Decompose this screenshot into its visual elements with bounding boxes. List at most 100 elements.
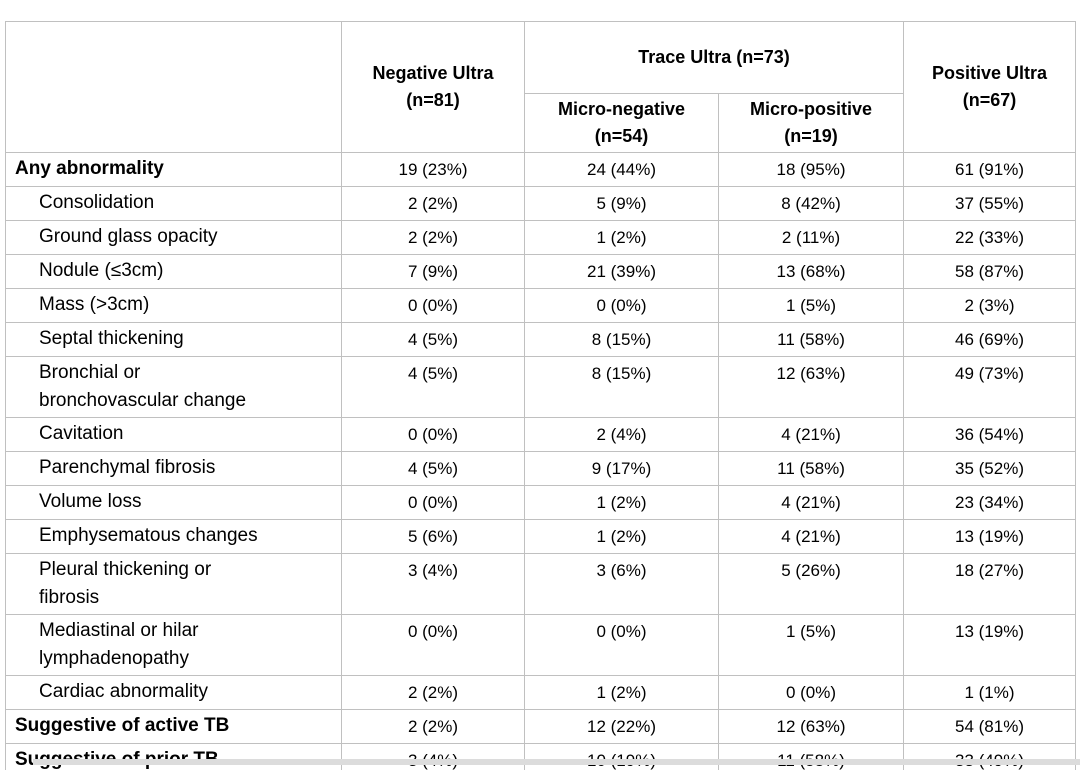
value-cell: 1 (2%) <box>524 519 719 554</box>
value-cell: 19 (23%) <box>341 152 525 187</box>
value-cell: 2 (4%) <box>524 417 719 452</box>
value-cell: 1 (1%) <box>903 675 1077 710</box>
header-row-groups: Negative Ultra (n=81) Trace Ultra (n=73)… <box>5 21 1077 153</box>
value-cell: 13 (19%) <box>903 519 1077 554</box>
value-cell: 4 (5%) <box>341 451 525 486</box>
value-cell: 10 (19%) <box>524 743 719 770</box>
value-cell: 0 (0%) <box>524 288 719 323</box>
value-cell: 12 (63%) <box>717 356 905 418</box>
value-cell: 4 (21%) <box>717 485 905 520</box>
table-row: Volume loss 0 (0%) 1 (2%) 4 (21%) 23 (34%) <box>5 485 1077 520</box>
value-cell: 33 (49%) <box>903 743 1077 770</box>
row-label: Pleural thickening or fibrosis <box>5 553 342 615</box>
value-cell: 54 (81%) <box>903 709 1077 744</box>
value-cell: 3 (6%) <box>524 553 719 615</box>
value-cell: 0 (0%) <box>524 614 719 676</box>
table-row: Nodule (≤3cm) 7 (9%) 21 (39%) 13 (68%) 58 (8… <box>5 254 1077 289</box>
row-label: Cardiac abnormality <box>5 675 342 710</box>
column-header-micro-negative: Micro-negative (n=54) <box>524 93 719 153</box>
row-label: Consolidation <box>5 186 342 221</box>
table-header: Negative Ultra (n=81) Trace Ultra (n=73)… <box>5 21 1077 153</box>
table-body: Any abnormality 19 (23%) 24 (44%) 18 (95%) 6… <box>5 152 1077 770</box>
value-cell: 1 (2%) <box>524 220 719 255</box>
column-header-positive-ultra: Positive Ultra (n=67) <box>903 21 1077 153</box>
table-row: Mass (>3cm) 0 (0%) 0 (0%) 1 (5%) 2 (3%) <box>5 288 1077 323</box>
value-cell: 36 (54%) <box>903 417 1077 452</box>
value-cell: 1 (5%) <box>717 614 905 676</box>
value-cell: 4 (21%) <box>717 519 905 554</box>
value-cell: 0 (0%) <box>341 485 525 520</box>
table-row: Suggestive of active TB 2 (2%) 12 (22%) 12 … <box>5 709 1077 744</box>
value-cell: 4 (5%) <box>341 322 525 357</box>
table-row: Mediastinal or hilar lymphadenopathy 0 (0… <box>5 614 1077 676</box>
value-cell: 2 (2%) <box>341 186 525 221</box>
value-cell: 21 (39%) <box>524 254 719 289</box>
value-cell: 8 (15%) <box>524 322 719 357</box>
value-cell: 0 (0%) <box>341 614 525 676</box>
table-row: Pleural thickening or fibrosis 3 (4%) 3 (6… <box>5 553 1077 615</box>
value-cell: 5 (26%) <box>717 553 905 615</box>
value-cell: 0 (0%) <box>341 417 525 452</box>
value-cell: 5 (9%) <box>524 186 719 221</box>
table-row: Cardiac abnormality 2 (2%) 1 (2%) 0 (0%) 1 (… <box>5 675 1077 710</box>
table-row: Cavitation 0 (0%) 2 (4%) 4 (21%) 36 (54%) <box>5 417 1077 452</box>
value-cell: 7 (9%) <box>341 254 525 289</box>
value-cell: 46 (69%) <box>903 322 1077 357</box>
value-cell: 11 (58%) <box>717 451 905 486</box>
ct-findings-table: Negative Ultra (n=81) Trace Ultra (n=73)… <box>5 21 1077 770</box>
value-cell: 2 (11%) <box>717 220 905 255</box>
row-label: Nodule (≤3cm) <box>5 254 342 289</box>
row-label: Cavitation <box>5 417 342 452</box>
value-cell: 2 (2%) <box>341 220 525 255</box>
value-cell: 2 (2%) <box>341 709 525 744</box>
table-row: Ground glass opacity 2 (2%) 1 (2%) 2 (11%) 2… <box>5 220 1077 255</box>
value-cell: 61 (91%) <box>903 152 1077 187</box>
value-cell: 5 (6%) <box>341 519 525 554</box>
table-row: Suggestive of prior TB3 (4%)10 (19%)11 (… <box>5 743 1077 770</box>
value-cell: 35 (52%) <box>903 451 1077 486</box>
value-cell: 58 (87%) <box>903 254 1077 289</box>
value-cell: 22 (33%) <box>903 220 1077 255</box>
value-cell: 2 (2%) <box>341 675 525 710</box>
column-header-micro-positive: Micro-positive (n=19) <box>717 93 905 153</box>
value-cell: 12 (63%) <box>717 709 905 744</box>
row-label: Bronchial or bronchovascular change <box>5 356 342 418</box>
row-label: Mass (>3cm) <box>5 288 342 323</box>
header-row-subgroups: Micro-negative (n=54) Micro-positive (n=… <box>6 93 1076 153</box>
row-label: Septal thickening <box>5 322 342 357</box>
value-cell: 23 (34%) <box>903 485 1077 520</box>
value-cell: 1 (2%) <box>524 675 719 710</box>
value-cell: 13 (68%) <box>717 254 905 289</box>
value-cell: 18 (27%) <box>903 553 1077 615</box>
table-row: Bronchial or bronchovascular change 4 (5%… <box>5 356 1077 418</box>
table-row: Emphysematous changes 5 (6%) 1 (2%) 4 (21%)… <box>5 519 1077 554</box>
value-cell: 8 (15%) <box>524 356 719 418</box>
value-cell: 11 (58%) <box>717 743 905 770</box>
column-header-negative-ultra: Negative Ultra (n=81) <box>341 21 525 153</box>
value-cell: 0 (0%) <box>717 675 905 710</box>
corner-cell <box>5 21 342 153</box>
value-cell: 12 (22%) <box>524 709 719 744</box>
table-row: Septal thickening 4 (5%) 8 (15%) 11 (58%) 46… <box>5 322 1077 357</box>
value-cell: 0 (0%) <box>341 288 525 323</box>
value-cell: 8 (42%) <box>717 186 905 221</box>
value-cell: 9 (17%) <box>524 451 719 486</box>
row-label: Volume loss <box>5 485 342 520</box>
row-label: Suggestive of active TB <box>5 709 342 744</box>
row-label: Mediastinal or hilar lymphadenopathy <box>5 614 342 676</box>
value-cell: 2 (3%) <box>903 288 1077 323</box>
value-cell: 1 (5%) <box>717 288 905 323</box>
row-label: Emphysematous changes <box>5 519 342 554</box>
value-cell: 49 (73%) <box>903 356 1077 418</box>
value-cell: 4 (5%) <box>341 356 525 418</box>
value-cell: 4 (21%) <box>717 417 905 452</box>
value-cell: 1 (2%) <box>524 485 719 520</box>
row-label: Ground glass opacity <box>5 220 342 255</box>
value-cell: 18 (95%) <box>717 152 905 187</box>
value-cell: 3 (4%) <box>341 553 525 615</box>
column-header-trace-ultra: Trace Ultra (n=73) <box>523 21 905 94</box>
value-cell: 24 (44%) <box>524 152 719 187</box>
value-cell: 3 (4%) <box>341 743 525 770</box>
table-row: Any abnormality 19 (23%) 24 (44%) 18 (95%) 6… <box>5 152 1077 187</box>
table-row: Consolidation 2 (2%) 5 (9%) 8 (42%) 37 (55%) <box>5 186 1077 221</box>
